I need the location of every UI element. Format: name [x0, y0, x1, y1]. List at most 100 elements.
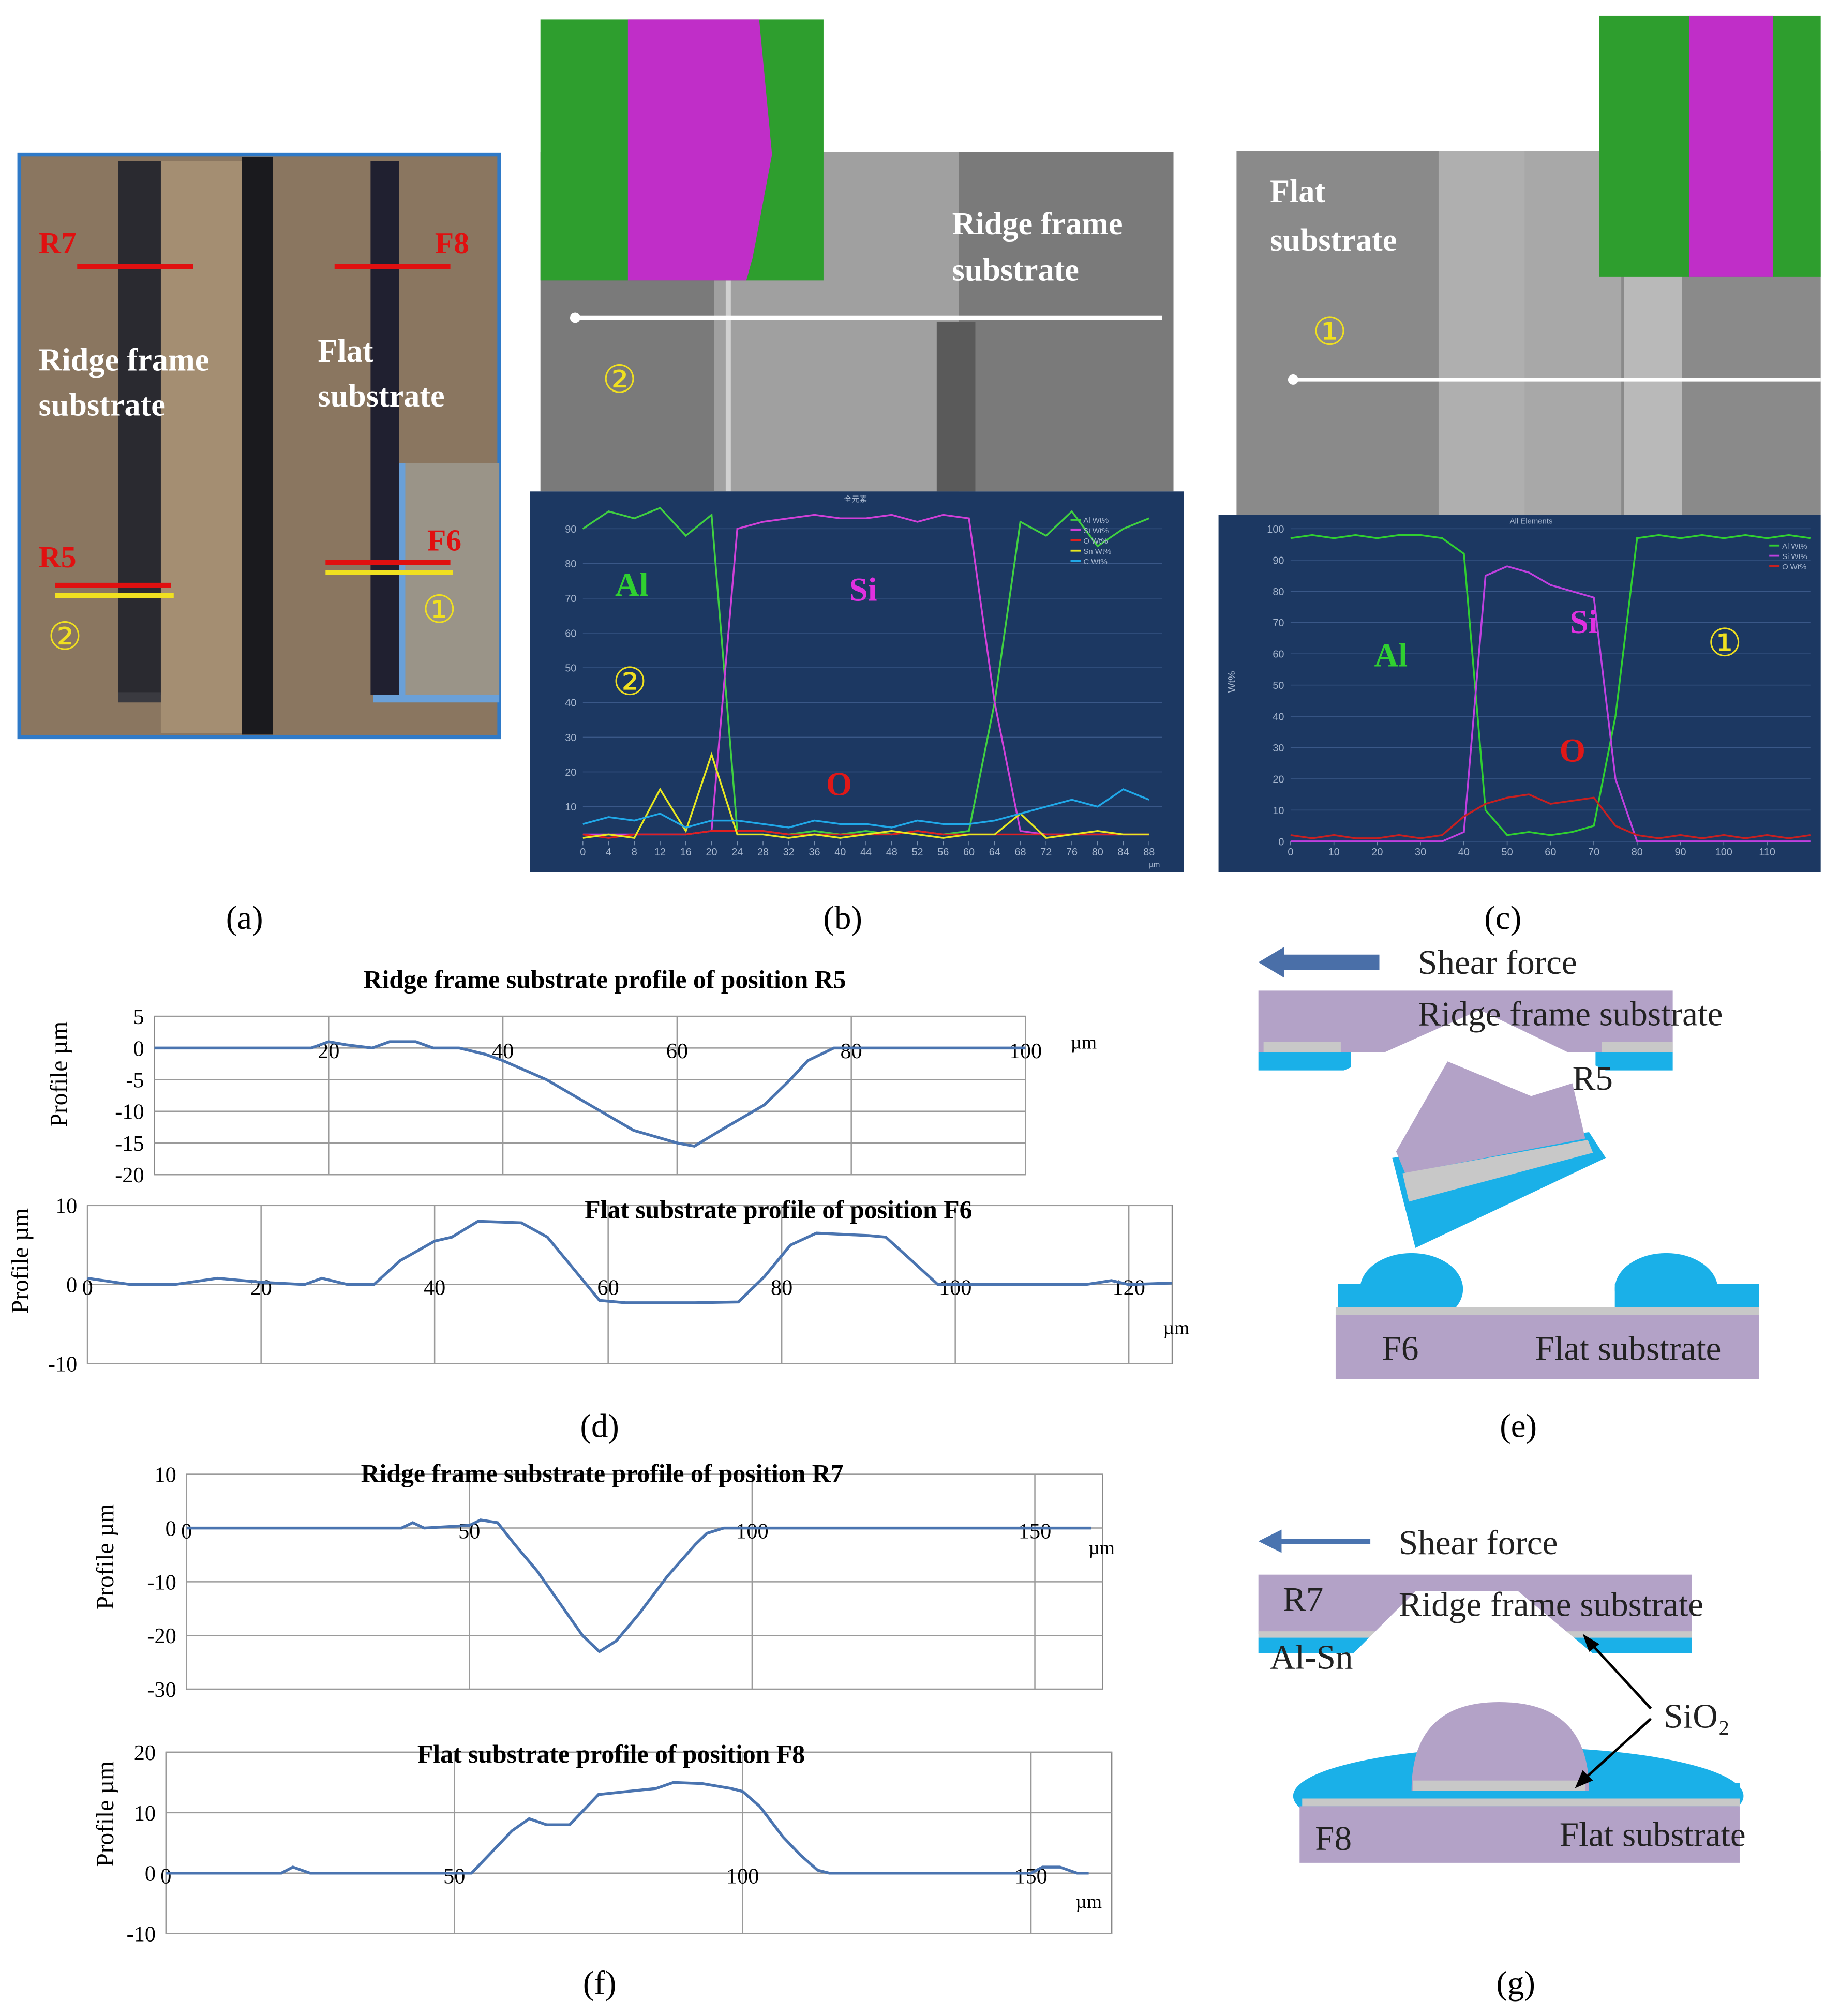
- panel-label: (a): [226, 899, 263, 936]
- panel-text: substrate: [39, 388, 166, 423]
- x-tick-label: 24: [731, 847, 743, 858]
- x-tick-label: 80: [841, 1039, 862, 1063]
- legend-label: O Wt%: [1782, 563, 1806, 571]
- y-tick-label: 20: [1273, 774, 1284, 785]
- x-tick-label: 70: [1588, 847, 1599, 858]
- panel-text: ①: [422, 587, 457, 632]
- data-line: [154, 1040, 1026, 1148]
- legend-label: Si Wt%: [1083, 526, 1109, 535]
- panel-text: Flat: [1270, 174, 1325, 209]
- panel-text: Flat substrate: [1560, 1815, 1746, 1854]
- panel-label: (f): [583, 1964, 617, 2002]
- panel-text: substrate: [318, 379, 444, 414]
- y-tick-label: 90: [565, 524, 576, 535]
- x-tick-label: 80: [1092, 847, 1103, 858]
- chart-background: [530, 491, 1184, 872]
- y-axis-label: Profile µm: [46, 1021, 72, 1127]
- panel-text: Ridge frame: [952, 206, 1123, 242]
- x-tick-label: 100: [726, 1864, 759, 1889]
- y-tick-label: -10: [147, 1570, 176, 1594]
- x-tick-label: 110: [1759, 847, 1775, 858]
- x-tick-label: 20: [706, 847, 717, 858]
- y-tick-label: 90: [1273, 555, 1284, 566]
- plot-area: [165, 1751, 1113, 1934]
- x-tick-label: 60: [597, 1276, 619, 1300]
- x-tick-label: 0: [82, 1276, 93, 1300]
- x-tick-label: 8: [632, 847, 637, 858]
- chart-title: Flat substrate profile of position F8: [417, 1740, 805, 1768]
- panel-text: R5: [1573, 1059, 1613, 1097]
- panel-text: Si: [1570, 603, 1598, 640]
- y-tick-label: 0: [166, 1516, 176, 1541]
- x-tick-label: 50: [443, 1864, 465, 1889]
- y-tick-label: 30: [565, 732, 576, 744]
- panel-label: (d): [580, 1407, 619, 1445]
- x-tick-label: 20: [250, 1276, 272, 1300]
- panel-text: Flat substrate: [1535, 1329, 1721, 1367]
- panel-text: R7: [1283, 1579, 1323, 1618]
- x-tick-label: 52: [911, 847, 923, 858]
- chart-background: [1218, 515, 1821, 872]
- chart-title: 全元素: [844, 494, 867, 504]
- x-tick-label: 60: [1545, 847, 1556, 858]
- x-tick-label: 150: [1019, 1519, 1051, 1543]
- panel-text: F8: [1315, 1819, 1352, 1858]
- diagram-e: [1258, 946, 1759, 1379]
- data-line: [1290, 793, 1811, 839]
- y-tick-label: -10: [127, 1922, 156, 1947]
- x-tick-label: 100: [1715, 847, 1732, 858]
- x-tick-label: 80: [1632, 847, 1643, 858]
- x-tick-label: 0: [160, 1864, 171, 1889]
- panel-label: (g): [1496, 1964, 1535, 2002]
- chart: 0 10 20 30 40 50 60 70 80 90 100 0 10 20 30 40 50 60 70 80 9…: [1218, 515, 1821, 872]
- legend-label: Al Wt%: [1083, 516, 1109, 525]
- x-tick-label: 72: [1040, 847, 1052, 858]
- y-tick-label: -20: [115, 1163, 144, 1187]
- data-line: [1290, 565, 1811, 842]
- y-axis-label: Profile µm: [92, 1761, 119, 1867]
- panel-text: F8: [435, 226, 469, 260]
- y-tick-label: 80: [1273, 586, 1284, 598]
- y-tick-label: -10: [115, 1100, 144, 1124]
- y-tick-label: 20: [565, 767, 576, 778]
- y-tick-label: -15: [115, 1132, 144, 1156]
- chart-title: Flat substrate profile of position F6: [585, 1196, 972, 1224]
- panel-text: Al: [1374, 637, 1408, 674]
- data-line: [1290, 534, 1811, 836]
- y-tick-label: 40: [565, 698, 576, 709]
- x-tick-label: 90: [1675, 847, 1686, 858]
- panel-text: ①: [1708, 621, 1742, 666]
- data-line: [582, 751, 1149, 839]
- panel-text: O: [1560, 732, 1585, 769]
- y-tick-label: 40: [1273, 712, 1284, 723]
- x-tick-label: 40: [834, 847, 846, 858]
- x-tick-label: 10: [1328, 847, 1340, 858]
- panel-text: Ridge frame: [39, 342, 210, 378]
- panel-text: ②: [48, 614, 82, 659]
- panel-text: Ridge frame substrate: [1399, 1585, 1703, 1623]
- panel-text: substrate: [952, 252, 1079, 288]
- panel-text: Shear force: [1418, 943, 1577, 982]
- x-tick-label: 100: [1009, 1039, 1042, 1063]
- chart-title: Ridge frame substrate profile of positio…: [364, 965, 846, 994]
- y-tick-label: 60: [565, 628, 576, 639]
- x-unit: µm: [1163, 1318, 1190, 1339]
- x-tick-label: 88: [1143, 847, 1155, 858]
- y-axis-label: Wt%: [1226, 671, 1238, 693]
- chart-title: All Elements: [1510, 517, 1553, 525]
- y-tick-label: -30: [147, 1678, 176, 1702]
- y-tick-label: 20: [134, 1741, 156, 1765]
- x-unit: µm: [1088, 1538, 1115, 1559]
- y-axis-label: Profile µm: [7, 1208, 34, 1314]
- panel-label: (c): [1484, 899, 1521, 936]
- x-tick-label: 44: [860, 847, 872, 858]
- x-tick-label: 84: [1117, 847, 1129, 858]
- x-tick-label: 40: [424, 1276, 445, 1300]
- y-tick-label: 30: [1273, 743, 1284, 754]
